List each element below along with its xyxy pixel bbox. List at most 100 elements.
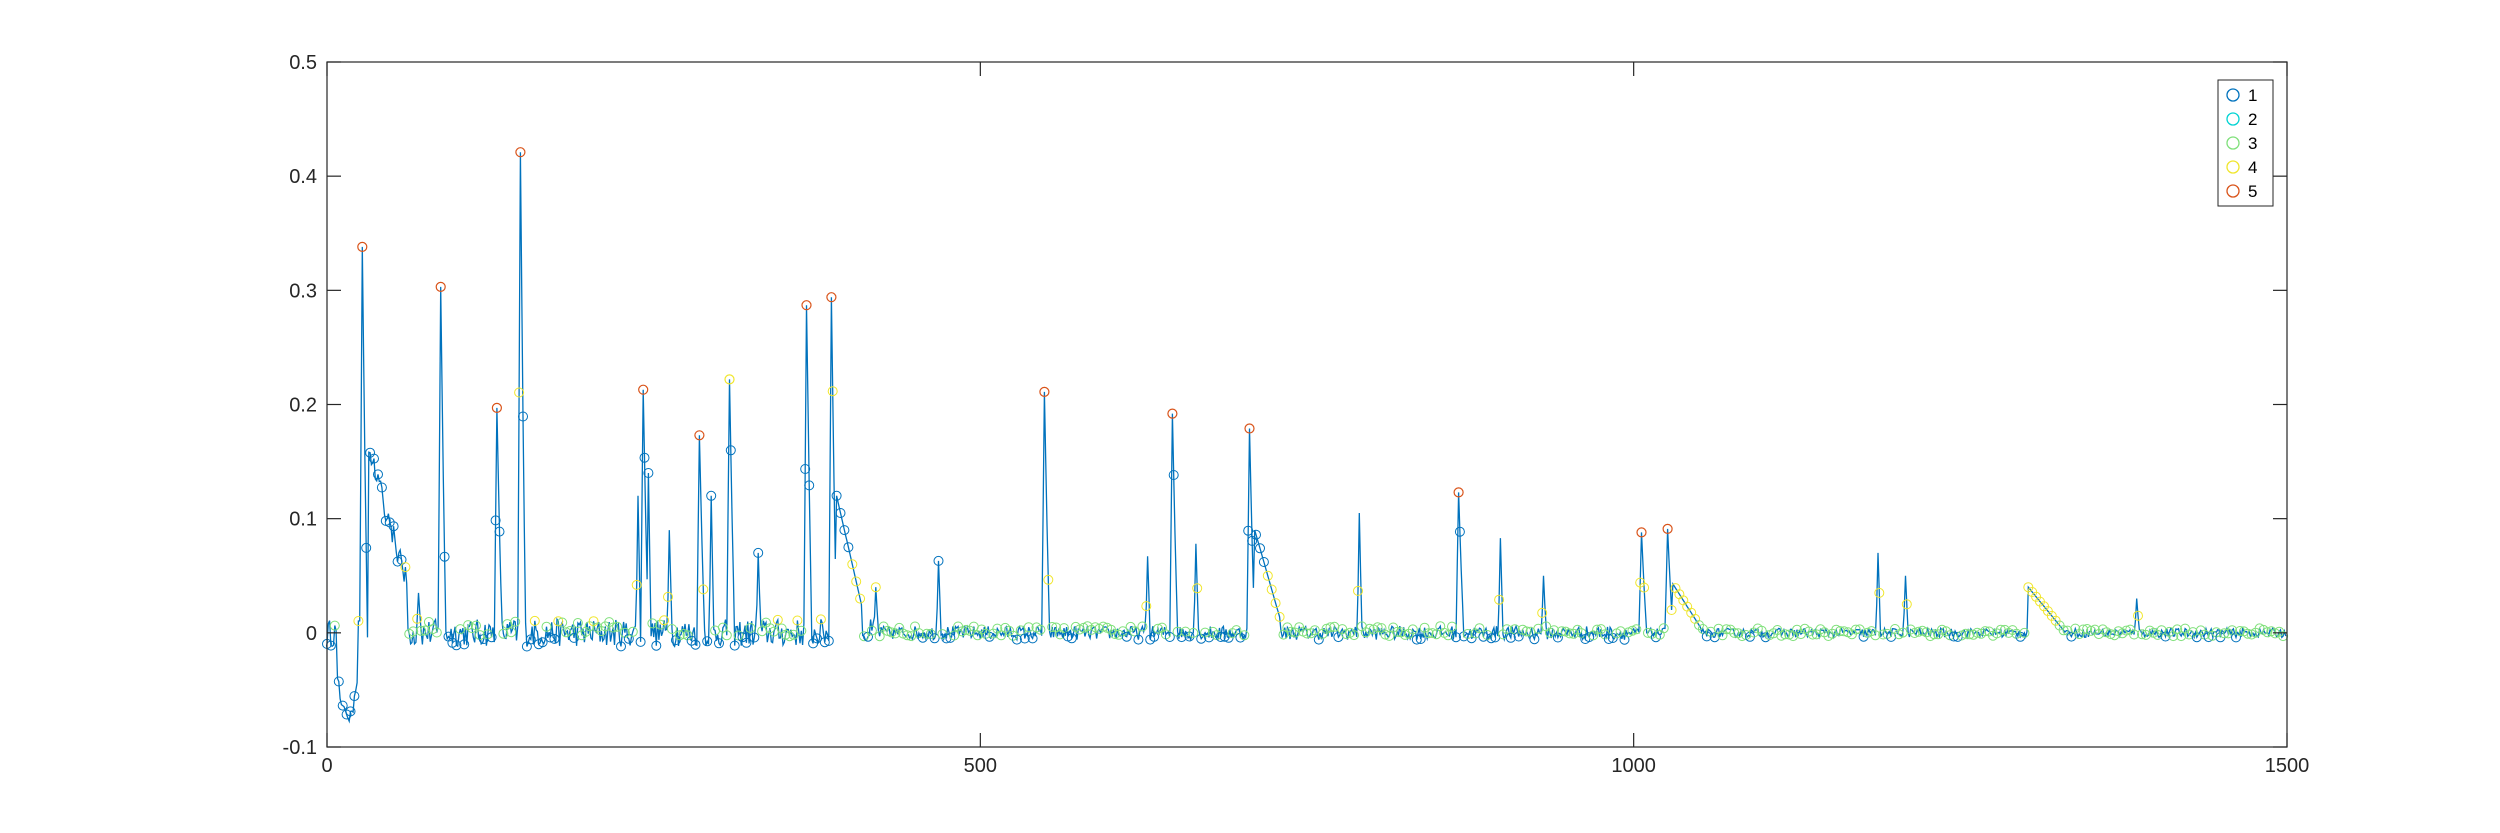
data-point	[1176, 632, 1187, 643]
data-point	[1631, 624, 1642, 635]
axes: 0 500 1000 1500-0.100.10.20.30.40.5	[283, 52, 2310, 777]
legend-box	[2217, 79, 2274, 207]
data-point	[353, 616, 364, 626]
data-point	[2278, 631, 2289, 642]
data-point	[1451, 632, 1461, 643]
data-point	[1325, 622, 1336, 633]
data-point	[1494, 594, 1505, 605]
data-point	[1317, 628, 1328, 639]
data-point	[541, 621, 552, 632]
data-point	[929, 633, 940, 644]
data-point	[1964, 629, 1975, 640]
data-point	[1255, 543, 1265, 554]
data-point	[420, 625, 430, 636]
data-point	[1721, 624, 1732, 635]
data-point	[1274, 611, 1285, 622]
data-point	[819, 637, 830, 648]
data-point	[678, 629, 689, 639]
data-point	[537, 637, 548, 648]
data-point	[1059, 623, 1069, 634]
data-point	[1008, 630, 1018, 641]
data-point	[988, 628, 999, 639]
data-point	[1380, 629, 1391, 640]
data-point	[2070, 623, 2081, 634]
data-point	[812, 633, 822, 644]
data-point	[455, 624, 466, 635]
data-point	[388, 521, 399, 532]
data-point	[345, 706, 356, 717]
data-point	[333, 676, 344, 687]
peak-point	[724, 374, 735, 385]
data-point	[1188, 627, 1199, 638]
data-point	[1035, 624, 1046, 635]
peak-point	[801, 300, 812, 311]
data-point	[1400, 629, 1410, 640]
data-point	[1117, 626, 1128, 637]
data-point	[1870, 630, 1881, 641]
data-point	[486, 632, 497, 643]
data-point	[1447, 621, 1457, 632]
x-tick-label: 0	[321, 755, 332, 777]
data-point	[474, 630, 485, 641]
data-point	[933, 555, 944, 566]
data-point	[843, 542, 854, 553]
data-point	[866, 625, 877, 636]
data-point	[808, 638, 819, 649]
data-point	[529, 615, 540, 626]
data-point	[592, 622, 603, 633]
legend-label: 3	[2248, 134, 2257, 153]
data-point	[1454, 526, 1465, 537]
data-point	[2019, 627, 2030, 638]
data-point	[1878, 629, 1889, 640]
data-point	[1666, 605, 1677, 615]
data-point	[557, 617, 568, 628]
data-point	[561, 627, 572, 638]
data-point	[337, 700, 348, 711]
data-point	[545, 632, 556, 643]
data-point	[1349, 630, 1359, 641]
data-point	[1192, 583, 1203, 594]
data-point	[1592, 624, 1603, 635]
data-point	[870, 582, 881, 593]
data-point	[921, 628, 932, 639]
peak-point	[1244, 423, 1255, 434]
data-point	[1780, 629, 1791, 640]
data-point	[874, 631, 885, 642]
data-point	[643, 468, 654, 478]
data-point	[800, 464, 811, 474]
data-point	[706, 490, 717, 501]
legend-marker	[2226, 88, 2240, 102]
data-point	[1850, 624, 1861, 635]
data-point	[1905, 624, 1916, 635]
data-point	[1411, 634, 1422, 645]
data-point	[749, 632, 760, 643]
peak-point	[515, 147, 526, 158]
data-point	[400, 562, 411, 573]
y-tick-label: -0.1	[283, 737, 317, 759]
legend-label: 1	[2248, 86, 2257, 105]
peak-point	[826, 292, 837, 303]
data-point	[2133, 610, 2143, 621]
data-point	[1019, 633, 1030, 644]
data-point	[698, 584, 709, 595]
legend-marker	[2226, 112, 2240, 126]
data-point	[647, 618, 658, 629]
data-point	[376, 482, 387, 493]
data-point	[659, 615, 670, 626]
data-point	[1921, 627, 1932, 638]
data-point	[1082, 621, 1093, 632]
data-point	[737, 632, 748, 643]
data-point	[1647, 628, 1657, 639]
data-point	[2078, 624, 2089, 635]
data-point	[1709, 632, 1720, 643]
data-point	[1407, 624, 1418, 635]
data-point	[490, 515, 501, 526]
data-point	[1431, 629, 1442, 640]
data-point	[2058, 625, 2069, 636]
data-point	[1596, 624, 1606, 635]
data-point	[949, 630, 960, 641]
data-point	[1270, 598, 1281, 609]
data-point	[525, 634, 536, 645]
data-point	[851, 576, 862, 587]
